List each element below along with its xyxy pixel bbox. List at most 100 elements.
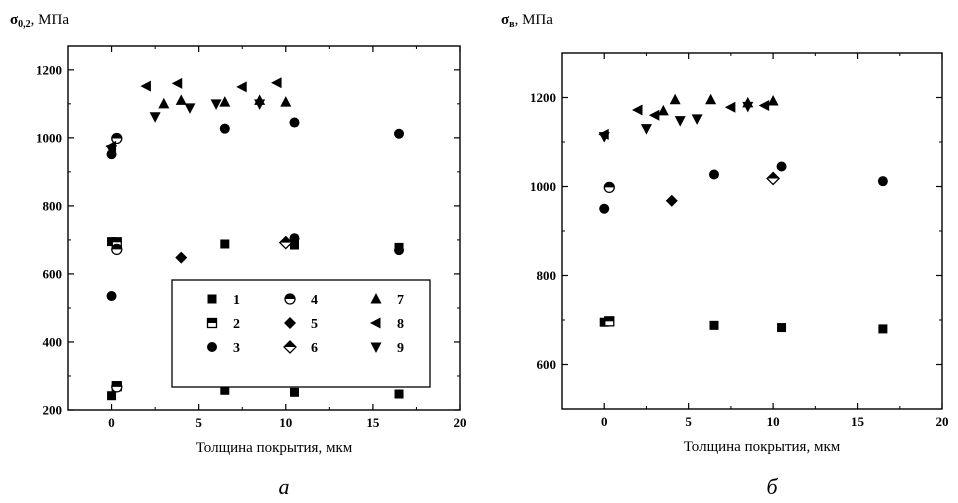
y-axis-symbol: σ xyxy=(10,12,19,28)
data-point-series-3 xyxy=(776,161,787,172)
legend-label-3: 3 xyxy=(233,341,240,356)
x-tick-label: 20 xyxy=(936,414,949,429)
legend: 1 2 3 4 5 6 7 8 9 xyxy=(171,279,431,388)
data-point-series-1 xyxy=(709,320,719,330)
legend-label-8: 8 xyxy=(397,317,404,332)
data-point-series-3 xyxy=(709,169,719,180)
panel-caption: а xyxy=(279,474,290,499)
data-point-series-9 xyxy=(598,132,610,143)
y-axis-label: σв, МПа xyxy=(501,12,553,30)
data-point-series-7 xyxy=(767,95,779,106)
data-point-series-3 xyxy=(877,176,888,187)
data-point-series-1 xyxy=(777,323,787,333)
data-point-series-1 xyxy=(220,385,230,395)
x-axis-label: Толщина покрытия, мкм xyxy=(196,440,353,456)
y-tick-label: 600 xyxy=(43,266,63,281)
x-tick-label: 5 xyxy=(685,414,692,429)
data-point-series-8 xyxy=(758,100,770,112)
x-tick-label: 10 xyxy=(767,414,780,429)
legend-label-5: 5 xyxy=(311,317,318,332)
data-point-series-9 xyxy=(254,99,266,110)
data-point-series-4 xyxy=(111,132,123,145)
data-point-series-8 xyxy=(724,101,736,113)
data-point-series-9 xyxy=(691,114,703,125)
data-point-series-1 xyxy=(107,391,117,401)
data-point-series-8 xyxy=(140,80,151,92)
data-point-series-4 xyxy=(111,381,123,393)
data-point-series-2 xyxy=(604,316,615,327)
data-point-series-3 xyxy=(289,117,300,128)
plot-frame xyxy=(67,45,461,411)
x-tick-label: 10 xyxy=(279,415,292,430)
x-axis-label: Толщина покрытия, мкм xyxy=(684,439,841,455)
x-tick-label: 15 xyxy=(851,414,865,429)
panel-caption: б xyxy=(766,474,778,499)
data-point-series-9 xyxy=(149,112,161,123)
legend-marker-9 xyxy=(370,342,382,353)
data-point-series-3 xyxy=(106,291,117,302)
data-point-series-7 xyxy=(219,96,231,107)
chart-b: 600 800 1000 1200 0 5 10 15 20 Толщина покрытия, … xyxy=(501,12,949,499)
data-point-series-1 xyxy=(289,240,299,250)
legend-marker-6 xyxy=(283,340,297,354)
data-point-series-7 xyxy=(669,93,681,105)
legend-label-7: 7 xyxy=(397,293,404,308)
data-point-series-7 xyxy=(657,104,669,116)
x-tick-label: 5 xyxy=(195,415,202,430)
data-point-series-3 xyxy=(289,233,300,244)
data-point-series-9 xyxy=(210,99,222,110)
legend-marker-4 xyxy=(284,293,296,305)
y-tick-label: 1000 xyxy=(530,179,556,194)
data-point-series-9 xyxy=(640,124,652,135)
data-point-series-3 xyxy=(599,203,610,214)
y-tick-label: 800 xyxy=(537,268,557,283)
data-point-series-6 xyxy=(766,171,781,186)
y-tick-label: 1200 xyxy=(36,62,62,77)
legend-marker-2 xyxy=(206,317,218,329)
data-point-series-1 xyxy=(289,387,299,397)
data-point-series-1 xyxy=(107,237,117,247)
data-point-series-9 xyxy=(184,103,196,114)
data-point-series-3 xyxy=(219,123,230,134)
data-point-series-8 xyxy=(171,77,183,89)
data-point-series-3 xyxy=(394,128,405,139)
data-point-series-1 xyxy=(878,324,888,334)
legend-marker-1 xyxy=(207,294,217,304)
x-tick-label: 0 xyxy=(108,415,115,430)
legend-marker-8 xyxy=(370,317,381,329)
legend-label-6: 6 xyxy=(311,341,318,356)
legend-marker-7 xyxy=(370,293,382,304)
data-point-series-8 xyxy=(632,104,643,116)
y-tick-label: 400 xyxy=(43,334,63,349)
data-point-series-4 xyxy=(603,181,615,194)
legend-label-1: 1 xyxy=(233,293,240,308)
data-point-series-8 xyxy=(271,77,282,89)
y-axis-unit: , МПа xyxy=(515,12,554,28)
y-axis-unit: , МПа xyxy=(31,12,70,28)
data-point-series-1 xyxy=(220,239,230,249)
y-axis-label: σ0,2, МПа xyxy=(10,12,69,30)
data-point-series-7 xyxy=(158,97,170,109)
data-point-series-7 xyxy=(175,94,187,105)
data-point-series-9 xyxy=(742,101,754,113)
legend-marker-3 xyxy=(207,342,217,352)
legend-label-9: 9 xyxy=(397,341,404,356)
y-tick-label: 800 xyxy=(43,198,63,213)
y-axis-symbol: σ xyxy=(501,12,510,28)
data-point-series-4 xyxy=(111,243,123,256)
data-point-series-8 xyxy=(236,81,247,93)
y-axis-subscript: 0,2 xyxy=(18,19,31,30)
data-point-series-7 xyxy=(280,96,292,107)
legend-marker-5 xyxy=(284,317,296,329)
data-point-series-7 xyxy=(705,93,717,105)
data-point-series-5 xyxy=(665,194,678,207)
data-point-series-9 xyxy=(106,145,118,156)
y-tick-label: 1000 xyxy=(36,130,62,145)
data-point-series-6 xyxy=(278,235,293,250)
data-point-series-5 xyxy=(175,251,188,264)
legend-label-2: 2 xyxy=(233,317,240,332)
data-point-series-8 xyxy=(648,109,660,121)
y-tick-label: 600 xyxy=(537,357,557,372)
